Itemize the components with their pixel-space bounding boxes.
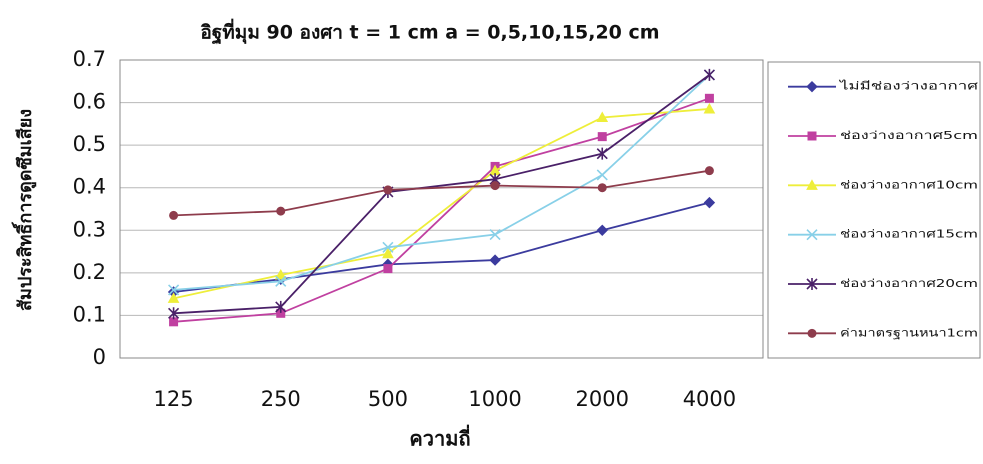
marker [703, 68, 715, 81]
y-tick-label: 0.3 [73, 217, 106, 241]
y-tick-label: 0.4 [73, 175, 106, 199]
marker [806, 179, 818, 190]
marker [597, 183, 607, 193]
series-line [173, 97, 710, 323]
y-tick-label: 0.2 [73, 260, 106, 284]
y-tick-label: 0.6 [73, 90, 106, 114]
marker [596, 224, 608, 236]
marker [169, 210, 179, 220]
marker [168, 284, 180, 296]
marker [703, 102, 716, 114]
marker [382, 247, 394, 259]
marker [704, 166, 714, 176]
series-line [173, 74, 710, 315]
plot-frame [119, 59, 764, 359]
marker [274, 268, 287, 280]
marker [704, 93, 714, 103]
x-tick-label: 125 [154, 387, 194, 411]
x-tick-label: 250 [261, 387, 301, 411]
legend-label: ไม่มีช่องว่างอากาศ [838, 80, 978, 93]
marker [382, 241, 394, 253]
legend-label: ค่ามาตรฐานหนา1cm [840, 326, 978, 339]
marker [275, 300, 287, 313]
y-tick-label: 0.7 [73, 47, 106, 71]
marker [596, 111, 609, 122]
x-tick-label: 1000 [468, 387, 521, 411]
legend-label: ช่องว่างอากาศ10cm [840, 178, 978, 191]
legend-label: ช่องว่างอากาศ5cm [840, 129, 978, 142]
marker [489, 254, 501, 266]
series-line [173, 169, 710, 217]
x-tick-label: 2000 [576, 387, 629, 411]
marker [807, 131, 817, 141]
marker [168, 307, 180, 320]
marker [806, 80, 818, 93]
marker [383, 264, 393, 274]
y-tick-label: 0 [93, 345, 106, 369]
marker [596, 147, 608, 160]
x-tick-label: 500 [368, 387, 408, 411]
marker [275, 275, 287, 287]
y-tick-label: 0.5 [73, 132, 106, 156]
chart-title: อิฐที่มุม 90 องศา t = 1 cm a = 0,5,10,15… [200, 19, 659, 46]
marker [489, 228, 501, 241]
legend-label: ช่องว่างอากาศ15cm [840, 228, 978, 241]
series-line [173, 74, 711, 291]
series-line [173, 108, 710, 300]
legend-label: ช่องว่างอากาศ20cm [840, 277, 978, 290]
legend-box [767, 61, 981, 359]
marker [596, 169, 608, 181]
y-axis-label: สัมประสิทธิ์การดูดซึมเสียง [11, 109, 37, 311]
marker [276, 206, 286, 216]
marker [597, 132, 607, 142]
marker [703, 196, 716, 209]
marker [383, 185, 393, 195]
y-tick-label: 0.1 [73, 302, 106, 326]
x-tick-label: 4000 [683, 387, 736, 411]
marker [807, 328, 817, 338]
marker [167, 292, 180, 303]
marker [490, 181, 500, 191]
series-line [173, 201, 710, 293]
x-axis-label: ความถี่ [409, 424, 470, 451]
marker [806, 278, 818, 290]
marker [806, 229, 818, 241]
